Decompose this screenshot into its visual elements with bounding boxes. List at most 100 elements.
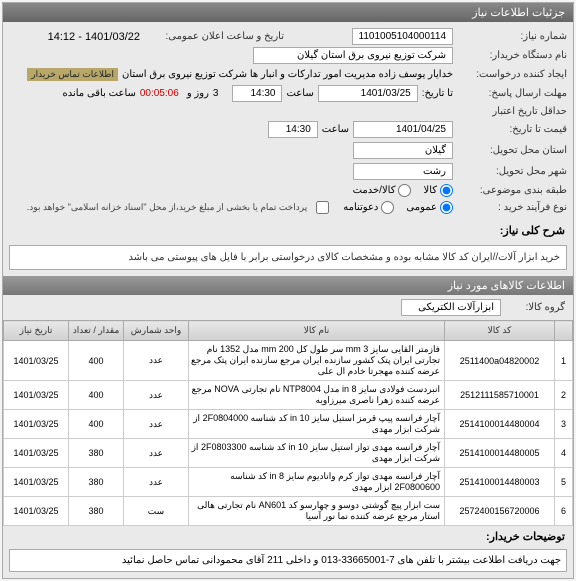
table-row: 52514100014480003آچار فرانسه مهدی تواز ک… [4, 468, 573, 497]
main-panel: جزئیات اطلاعات نیاز شماره نیاز: 11010051… [2, 2, 574, 579]
cell-unit: عدد [124, 381, 189, 410]
countdown-days: 3 [213, 88, 219, 99]
cell-name: فازمتر القایی سایز 3 mm سر طول کل 200 mm… [189, 341, 445, 381]
topic-label: طبقه بندی موضوعی: [457, 185, 567, 196]
topic-product-label: کالا [423, 185, 437, 196]
desc-label: شرح کلی نیاز: [500, 224, 565, 237]
req-no-label: شماره نیاز: [457, 31, 567, 42]
col-unit: واحد شمارش [124, 321, 189, 341]
goods-table: کد کالا نام کالا واحد شمارش مقدار / تعدا… [3, 320, 573, 526]
payment-checkbox[interactable] [316, 201, 329, 214]
process-open-radio[interactable] [440, 201, 453, 214]
payment-note: پرداخت تمام یا بخشی از مبلغ خرید،از محل … [27, 202, 307, 213]
req-no-value: 1101005104000114 [352, 28, 454, 45]
countdown-suffix: ساعت باقی مانده [62, 88, 135, 99]
process-radio-group: عمومی دعوتنامه [343, 201, 453, 214]
cell-idx: 6 [555, 497, 573, 526]
requester-label: ایجاد کننده درخواست: [457, 69, 567, 80]
goods-header: اطلاعات کالاهای مورد نیاز [3, 276, 573, 295]
cell-name: آچار فرانسه پیپ قرمز استیل سایز 10 in کد… [189, 410, 445, 439]
table-row: 62572400156720006ست ابزار پیچ گوشتی دوسو… [4, 497, 573, 526]
cell-name: آچار فرانسه مهدی تواز استیل سایز 10 in ک… [189, 439, 445, 468]
process-open-label: عمومی [406, 202, 437, 213]
cell-code: 2514100014480003 [445, 468, 555, 497]
cell-unit: ست [124, 497, 189, 526]
cell-code: 2514100014480005 [445, 439, 555, 468]
topic-radio-group: کالا کالا/خدمت [353, 184, 453, 197]
process-label: نوع فرآیند خرید : [457, 202, 567, 213]
requester-value: خدایار یوسف زاده مدیریت امور تدارکات و ا… [122, 69, 453, 80]
cell-unit: عدد [124, 410, 189, 439]
table-row: 32514100014480004آچار فرانسه پیپ قرمز اس… [4, 410, 573, 439]
col-code: کد کالا [445, 321, 555, 341]
province-label: استان محل تحویل: [457, 145, 567, 156]
buyer-org-label: نام دستگاه خریدار: [457, 50, 567, 61]
validity-label: حداقل تاریخ اعتبار [457, 106, 567, 117]
cell-idx: 5 [555, 468, 573, 497]
process-invite-radio[interactable] [381, 201, 394, 214]
group-label: گروه کالا: [505, 302, 565, 313]
table-header-row: کد کالا نام کالا واحد شمارش مقدار / تعدا… [4, 321, 573, 341]
cell-qty: 380 [69, 497, 124, 526]
province-value: گیلان [353, 142, 453, 159]
city-label: شهر محل تحویل: [457, 166, 567, 177]
deadline-label: مهلت ارسال پاسخ: [457, 88, 567, 99]
announce-value: 1401/03/22 - 14:12 [48, 31, 140, 43]
cell-date: 1401/03/25 [4, 410, 69, 439]
city-value: رشت [353, 163, 453, 180]
topic-service-label: کالا/خدمت [353, 185, 396, 196]
table-row: 12511400a04820002فازمتر القایی سایز 3 mm… [4, 341, 573, 381]
footer-label: توضیحات خریدار: [486, 530, 565, 543]
countdown-day-label: روز و [187, 88, 209, 99]
validity-time: 14:30 [268, 121, 318, 138]
cell-name: ست ابزار پیچ گوشتی دوسو و چهارسو کد AN60… [189, 497, 445, 526]
cell-name: آچار فرانسه مهدی تواز کرم وانادیوم سایز … [189, 468, 445, 497]
cell-code: 2512111585710001 [445, 381, 555, 410]
cell-date: 1401/03/25 [4, 468, 69, 497]
process-invite-option[interactable]: دعوتنامه [343, 201, 394, 214]
cell-unit: عدد [124, 468, 189, 497]
cell-qty: 400 [69, 381, 124, 410]
deadline-time-label: ساعت [286, 88, 313, 99]
cell-idx: 2 [555, 381, 573, 410]
cell-date: 1401/03/25 [4, 439, 69, 468]
cell-qty: 400 [69, 410, 124, 439]
cell-date: 1401/03/25 [4, 341, 69, 381]
deadline-until: تا تاریخ: [422, 88, 453, 99]
deadline-time: 14:30 [232, 85, 282, 102]
form-area: شماره نیاز: 1101005104000114 تاریخ و ساع… [3, 22, 573, 222]
validity-time-label: ساعت [322, 124, 349, 135]
cell-date: 1401/03/25 [4, 497, 69, 526]
payment-check-wrap[interactable]: پرداخت تمام یا بخشی از مبلغ خرید،از محل … [27, 201, 329, 214]
col-qty: مقدار / تعداد [69, 321, 124, 341]
col-name: نام کالا [189, 321, 445, 341]
group-value: ابزارآلات الکتریکی [401, 299, 501, 316]
cell-name: انبردست فولادی سایز 8 in مدل NTP8004 نام… [189, 381, 445, 410]
cell-date: 1401/03/25 [4, 381, 69, 410]
topic-service-radio[interactable] [398, 184, 411, 197]
process-open-option[interactable]: عمومی [406, 201, 453, 214]
deadline-date: 1401/03/25 [318, 85, 418, 102]
col-idx [555, 321, 573, 341]
desc-box: خرید ابزار آلات//ایران کد کالا مشابه بود… [9, 245, 567, 270]
cell-qty: 400 [69, 341, 124, 381]
col-date: تاریخ نیاز [4, 321, 69, 341]
cell-code: 2511400a04820002 [445, 341, 555, 381]
cell-code: 2514100014480004 [445, 410, 555, 439]
validity-date: 1401/04/25 [353, 121, 453, 138]
cell-qty: 380 [69, 439, 124, 468]
topic-product-option[interactable]: کالا [423, 184, 453, 197]
topic-service-option[interactable]: کالا/خدمت [353, 184, 412, 197]
cell-code: 2572400156720006 [445, 497, 555, 526]
process-invite-label: دعوتنامه [343, 202, 378, 213]
cell-idx: 1 [555, 341, 573, 381]
topic-product-radio[interactable] [440, 184, 453, 197]
buyer-info-tag[interactable]: اطلاعات تماس خریدار [27, 68, 118, 81]
validity-until: قیمت تا تاریخ: [457, 124, 567, 135]
panel-title: جزئیات اطلاعات نیاز [3, 3, 573, 22]
cell-idx: 3 [555, 410, 573, 439]
countdown-timer: 00:05:06 [140, 88, 179, 99]
buyer-org-value: شرکت توزیع نیروی برق استان گیلان [253, 47, 453, 64]
cell-qty: 380 [69, 468, 124, 497]
table-row: 22512111585710001انبردست فولادی سایز 8 i… [4, 381, 573, 410]
